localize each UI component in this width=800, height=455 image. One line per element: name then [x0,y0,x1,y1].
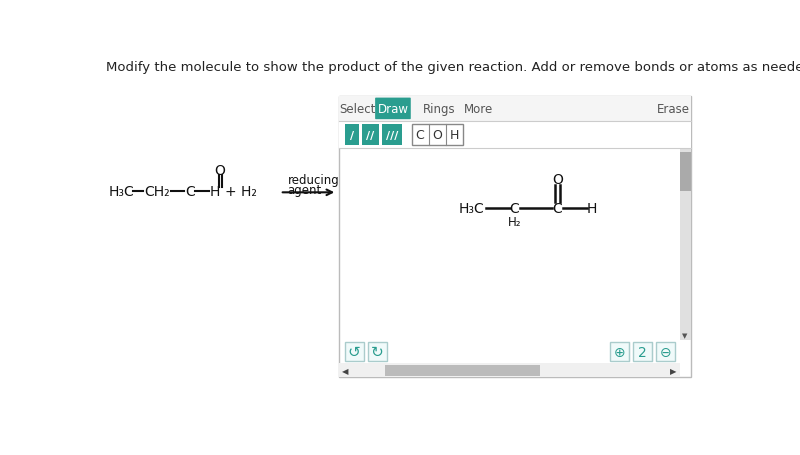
Text: C: C [416,129,425,142]
Text: reducing: reducing [287,174,339,187]
Text: ◀: ◀ [342,366,348,375]
Text: H₃C: H₃C [109,184,134,198]
Bar [610,343,629,361]
Text: C: C [510,202,519,216]
Text: O: O [552,173,562,187]
Text: ///: /// [386,130,398,140]
Text: H: H [450,129,459,142]
Text: CH₂: CH₂ [145,184,170,198]
Text: Select: Select [339,103,375,116]
Bar [338,121,690,149]
Text: H₂: H₂ [508,216,522,228]
Text: /: / [350,130,354,140]
Bar [680,153,690,192]
Text: More: More [463,103,493,116]
Bar [345,125,359,146]
Text: C: C [552,202,562,216]
Text: 2: 2 [638,345,647,359]
Bar [386,365,540,376]
Bar [338,97,690,377]
Bar [382,125,402,146]
Bar [338,97,690,121]
Bar [634,343,652,361]
Bar [362,125,379,146]
Bar [411,125,462,146]
Text: O: O [214,164,226,177]
Text: C: C [185,184,194,198]
Text: ⊕: ⊕ [614,345,625,359]
Text: //: // [366,130,374,140]
Text: H₃C: H₃C [459,202,485,216]
Text: Draw: Draw [378,103,409,116]
Text: ▼: ▼ [682,333,688,339]
Text: Erase: Erase [657,103,690,116]
Text: H: H [210,184,220,198]
Text: O: O [432,129,442,142]
Bar [345,343,363,361]
Text: H: H [587,202,598,216]
FancyBboxPatch shape [375,98,410,120]
Text: Rings: Rings [423,103,456,116]
Text: agent: agent [287,183,322,196]
Bar [368,343,386,361]
Bar [657,343,675,361]
Text: ▶: ▶ [670,366,677,375]
Bar [680,149,690,340]
Bar [338,364,680,377]
Text: ↻: ↻ [371,344,384,359]
Text: ⊖: ⊖ [660,345,671,359]
Text: Modify the molecule to show the product of the given reaction. Add or remove bon: Modify the molecule to show the product … [106,61,800,74]
Text: ↺: ↺ [348,344,361,359]
Text: + H₂: + H₂ [225,184,257,198]
